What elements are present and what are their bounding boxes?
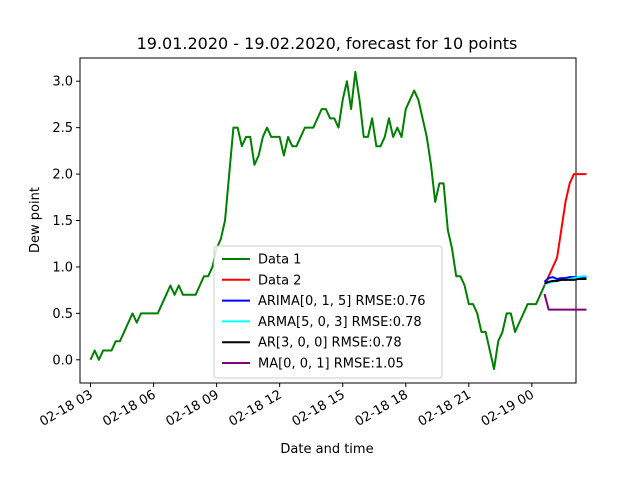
x-tick-label: 02-18 18: [353, 387, 411, 429]
legend-entry-ma-0-0-1-rmse-1-05: MA[0, 0, 1] RMSE:1.05: [258, 357, 404, 372]
legend-box: [213, 245, 443, 379]
y-tick-label: 0.5: [52, 307, 73, 322]
legend: Data 1 Data 2 ARIMA[0, 1, 5] RMSE:0.76 ARMA…: [213, 245, 443, 379]
series-layer: [89, 70, 587, 371]
series-line-data-2: [543, 173, 587, 286]
series-line-ma-0-0-1-rmse-1-05: [543, 293, 587, 311]
x-tick-label: 02-18 06: [100, 387, 158, 429]
x-axis-title: Date and time: [280, 442, 373, 457]
y-tick-label: 2.5: [52, 121, 73, 136]
series-line-ar-3-0-0-rmse-0-78: [544, 278, 587, 285]
x-tick-label: 02-18 12: [227, 387, 285, 429]
y-tick-label: 2.0: [52, 168, 73, 183]
x-tick-label: 02-19 00: [479, 387, 537, 429]
y-tick-label: 3.0: [52, 75, 73, 90]
legend-entry-data-1: Data 1: [258, 253, 301, 268]
chart-title: 19.01.2020 - 19.02.2020, forecast for 10…: [137, 34, 518, 53]
y-tick-label: 1.0: [52, 260, 73, 275]
legend-entry-data-2: Data 2: [258, 273, 301, 288]
y-tick-label: 0.0: [52, 353, 73, 368]
legend-entry-arma-5-0-3-rmse-0-78: ARMA[5, 0, 3] RMSE:0.78: [258, 315, 422, 330]
y-axis-title: Dew point: [28, 187, 43, 253]
series-line-data-1: [89, 70, 546, 371]
legend-entry-ar-3-0-0-rmse-0-78: AR[3, 0, 0] RMSE:0.78: [258, 336, 402, 351]
x-tick-label: 02-18 03: [37, 387, 95, 429]
x-tick-label: 02-18 09: [163, 387, 221, 429]
x-tick-label: 02-18 15: [290, 387, 348, 429]
x-tick-label: 02-18 21: [416, 387, 474, 429]
legend-entry-arima-0-1-5-rmse-0-76: ARIMA[0, 1, 5] RMSE:0.76: [258, 294, 426, 309]
y-tick-label: 1.5: [52, 214, 73, 229]
